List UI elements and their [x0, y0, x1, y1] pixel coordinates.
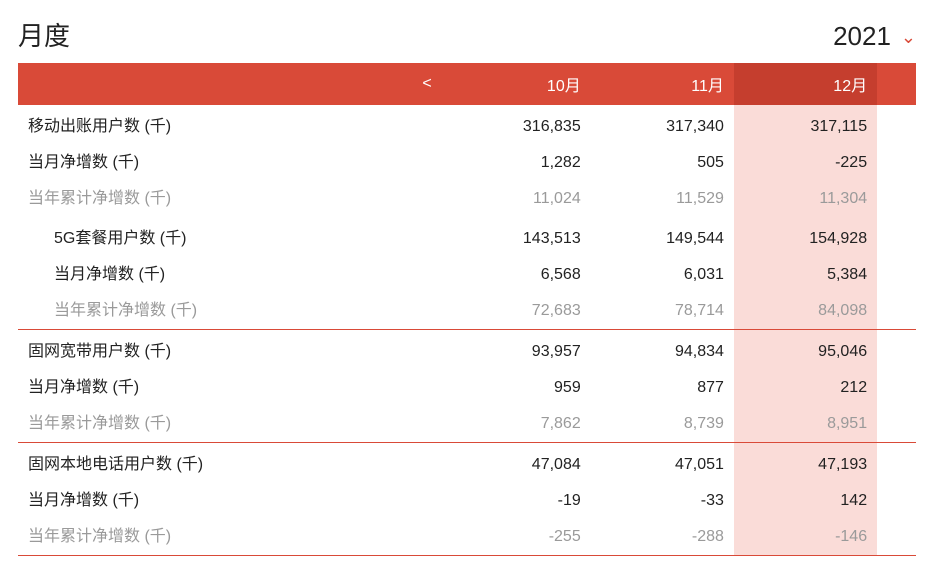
year-selector[interactable]: 2021 ⌄	[833, 21, 916, 52]
cell-value: 1,282	[448, 145, 591, 181]
cell-value: -146	[734, 519, 877, 556]
cell-value: 959	[448, 370, 591, 406]
row-pad	[877, 181, 916, 217]
cell-value: 11,024	[448, 181, 591, 217]
cell-value: 47,084	[448, 443, 591, 484]
row-spacer	[407, 483, 448, 519]
cell-value: 154,928	[734, 221, 877, 257]
table-row: 当月净增数 (千) 959877212	[18, 370, 916, 406]
table-row: 当月净增数 (千) -19-33142	[18, 483, 916, 519]
header-label-col	[18, 63, 407, 105]
row-pad	[877, 519, 916, 556]
row-spacer	[407, 443, 448, 484]
row-spacer	[407, 221, 448, 257]
cell-value: 877	[591, 370, 734, 406]
table-body: 移动出账用户数 (千)316,835317,340317,115当月净增数 (千…	[18, 105, 916, 556]
cell-value: 84,098	[734, 293, 877, 330]
row-label: 5G套餐用户数 (千)	[18, 221, 407, 257]
row-spacer	[407, 330, 448, 371]
cell-value: 11,304	[734, 181, 877, 217]
row-label: 当年累计净增数 (千)	[18, 181, 407, 217]
cell-value: 316,835	[448, 105, 591, 145]
page-title: 月度	[18, 16, 70, 53]
row-label: 当月净增数 (千)	[18, 483, 407, 519]
row-spacer	[407, 406, 448, 443]
cell-value: 8,951	[734, 406, 877, 443]
row-pad	[877, 221, 916, 257]
row-pad	[877, 406, 916, 443]
table-row: 当月净增数 (千) 6,5686,0315,384	[18, 257, 916, 293]
table-row: 固网本地电话用户数 (千) 47,08447,05147,193	[18, 443, 916, 484]
header-month-0: 10月	[448, 63, 591, 105]
header-month-1: 11月	[591, 63, 734, 105]
row-label: 当月净增数 (千)	[18, 370, 407, 406]
cell-value: 505	[591, 145, 734, 181]
row-spacer	[407, 519, 448, 556]
row-spacer	[407, 257, 448, 293]
cell-value: 149,544	[591, 221, 734, 257]
cell-value: 78,714	[591, 293, 734, 330]
table-row: 当年累计净增数 (千) 72,68378,71484,098	[18, 293, 916, 330]
cell-value: 11,529	[591, 181, 734, 217]
table-row: 当年累计净增数 (千) 11,02411,52911,304	[18, 181, 916, 217]
data-table: < 10月 11月 12月 移动出账用户数 (千) 316,835317,3403…	[18, 63, 916, 556]
cell-value: 95,046	[734, 330, 877, 371]
cell-value: 47,051	[591, 443, 734, 484]
chevron-down-icon: ⌄	[901, 28, 916, 46]
header-month-2: 12月	[734, 63, 877, 105]
cell-value: 6,568	[448, 257, 591, 293]
row-pad	[877, 105, 916, 145]
cell-value: -288	[591, 519, 734, 556]
row-spacer	[407, 370, 448, 406]
cell-value: 7,862	[448, 406, 591, 443]
row-pad	[877, 370, 916, 406]
table-header-row: < 10月 11月 12月	[18, 63, 916, 105]
row-label: 固网宽带用户数 (千)	[18, 330, 407, 371]
row-label: 移动出账用户数 (千)	[18, 105, 407, 145]
row-spacer	[407, 181, 448, 217]
cell-value: 317,340	[591, 105, 734, 145]
table-row: 当年累计净增数 (千) -255-288-146	[18, 519, 916, 556]
table-row: 固网宽带用户数 (千) 93,95794,83495,046	[18, 330, 916, 371]
row-pad	[877, 257, 916, 293]
cell-value: 212	[734, 370, 877, 406]
header-pad-col	[877, 63, 916, 105]
cell-value: -225	[734, 145, 877, 181]
cell-value: 94,834	[591, 330, 734, 371]
row-pad	[877, 483, 916, 519]
table-row: 5G套餐用户数 (千) 143,513149,544154,928	[18, 221, 916, 257]
row-label: 当年累计净增数 (千)	[18, 293, 407, 330]
cell-value: -33	[591, 483, 734, 519]
year-value: 2021	[833, 21, 891, 52]
cell-value: 317,115	[734, 105, 877, 145]
row-label: 当月净增数 (千)	[18, 257, 407, 293]
cell-value: 5,384	[734, 257, 877, 293]
cell-value: -255	[448, 519, 591, 556]
cell-value: 6,031	[591, 257, 734, 293]
row-pad	[877, 145, 916, 181]
table-row: 移动出账用户数 (千) 316,835317,340317,115	[18, 105, 916, 145]
row-pad	[877, 293, 916, 330]
cell-value: 8,739	[591, 406, 734, 443]
table-row: 当月净增数 (千) 1,282505-225	[18, 145, 916, 181]
row-label: 当年累计净增数 (千)	[18, 406, 407, 443]
scroll-left-button[interactable]: <	[407, 63, 448, 105]
page-header: 月度 2021 ⌄	[18, 10, 916, 63]
cell-value: -19	[448, 483, 591, 519]
row-label: 当年累计净增数 (千)	[18, 519, 407, 556]
cell-value: 142	[734, 483, 877, 519]
table-row: 当年累计净增数 (千) 7,8628,7398,951	[18, 406, 916, 443]
cell-value: 72,683	[448, 293, 591, 330]
row-pad	[877, 330, 916, 371]
cell-value: 47,193	[734, 443, 877, 484]
cell-value: 143,513	[448, 221, 591, 257]
row-spacer	[407, 145, 448, 181]
cell-value: 93,957	[448, 330, 591, 371]
row-pad	[877, 443, 916, 484]
row-label: 固网本地电话用户数 (千)	[18, 443, 407, 484]
row-label: 当月净增数 (千)	[18, 145, 407, 181]
row-spacer	[407, 293, 448, 330]
row-spacer	[407, 105, 448, 145]
